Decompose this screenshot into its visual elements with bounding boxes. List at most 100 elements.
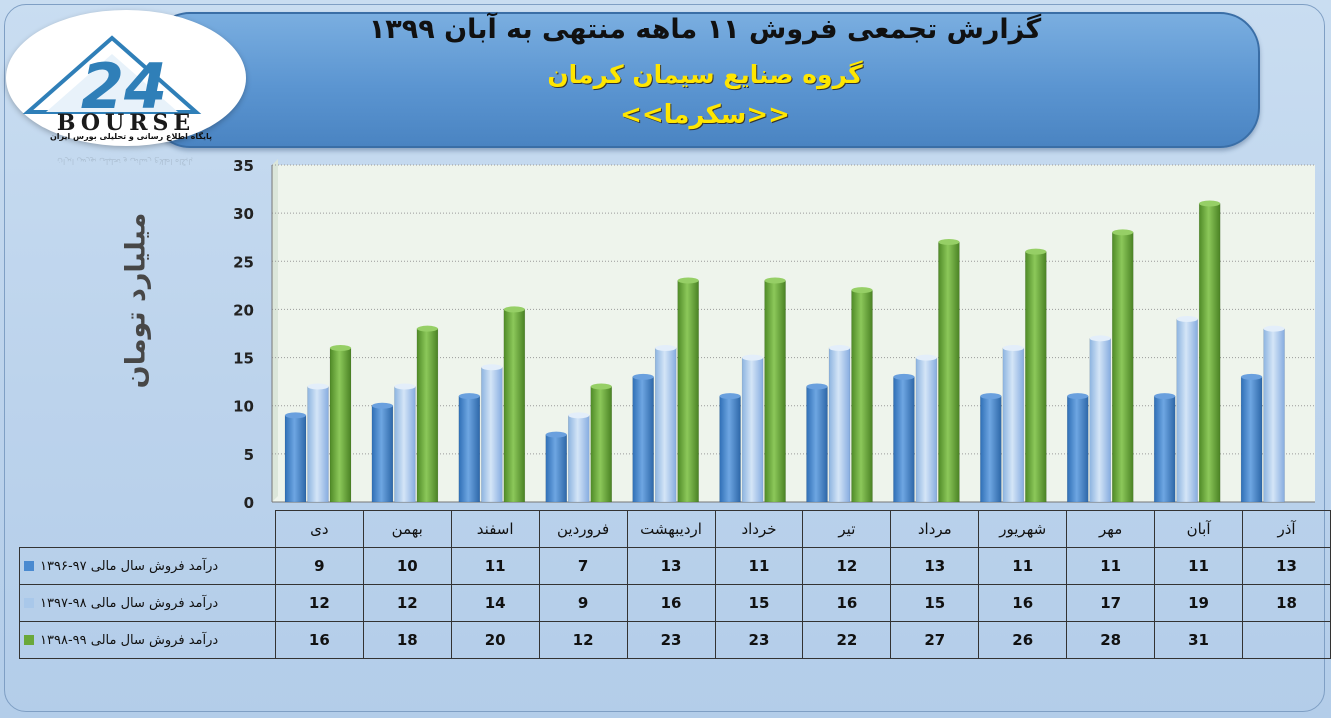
bar-top-series1 — [719, 393, 741, 400]
bar-series1 — [1153, 395, 1176, 503]
value-cell: 16 — [274, 621, 364, 659]
bar-top-series3 — [764, 277, 786, 284]
value-cell: 11 — [1066, 547, 1156, 585]
value-cell: 20 — [450, 621, 540, 659]
value-cell: 12 — [802, 547, 892, 585]
bar-series1 — [719, 395, 741, 503]
bar-series3 — [416, 328, 439, 503]
bar-top-series3 — [1112, 229, 1134, 236]
bar-series2 — [828, 347, 851, 503]
bar-series3 — [503, 309, 526, 503]
bar-series3 — [1198, 203, 1221, 503]
table-row: درآمد فروش سال مالی ۹۷-۱۳۹۶ 9 10 11 7 13 11 12 1… — [19, 547, 1331, 585]
data-table: دی بهمن اسفند فروردین اردیبهشت خرداد تیر مرداد ش… — [19, 510, 1331, 659]
value-cell: 11 — [978, 547, 1068, 585]
bar-series2 — [915, 357, 938, 503]
value-cell: 16 — [802, 584, 892, 622]
bar-series1 — [893, 376, 915, 503]
bar-series2 — [394, 386, 416, 503]
month-label: شهریور — [978, 510, 1068, 548]
bar-top-series2 — [1176, 316, 1198, 323]
value-cell: 18 — [1242, 584, 1331, 622]
bar-series1 — [1240, 376, 1263, 503]
value-cell: 17 — [1066, 584, 1156, 622]
bar-top-series2 — [655, 344, 677, 351]
value-cell: 27 — [890, 621, 980, 659]
bar-top-series2 — [915, 354, 937, 361]
y-tick-label: 0 — [244, 494, 254, 512]
bar-series2 — [1176, 318, 1198, 503]
y-tick-label: 30 — [233, 205, 254, 223]
bar-top-series1 — [458, 393, 480, 400]
bar-top-series1 — [806, 383, 828, 390]
value-cell: 14 — [450, 584, 540, 622]
value-cell: 16 — [626, 584, 716, 622]
month-label: آذر — [1242, 510, 1331, 548]
series-label: درآمد فروش سال مالی ۹۸-۱۳۹۷ — [19, 584, 276, 622]
month-label: اردیبهشت — [626, 510, 716, 548]
plot-side-wall — [272, 159, 278, 502]
title-banner — [150, 12, 1260, 148]
bar-series2 — [1089, 338, 1111, 503]
month-label: آبان — [1154, 510, 1243, 548]
value-cell: 11 — [1154, 547, 1243, 585]
value-cell: 9 — [274, 547, 364, 585]
bar-top-series1 — [1154, 393, 1176, 400]
value-cell: 22 — [802, 621, 892, 659]
bar-series2 — [1002, 347, 1025, 503]
bar-series2 — [1263, 328, 1285, 503]
bar-series2 — [654, 347, 677, 503]
table-row: درآمد فروش سال مالی ۹۸-۱۳۹۷ 12 12 14 9 16 15 16… — [19, 584, 1331, 622]
value-cell: 9 — [538, 584, 628, 622]
bar-series2 — [741, 357, 764, 503]
value-cell: 7 — [538, 547, 628, 585]
bar-top-series1 — [893, 373, 915, 380]
bar-top-series2 — [1263, 325, 1285, 332]
bar-series1 — [371, 405, 394, 503]
bar-top-series2 — [568, 412, 590, 419]
value-cell: 13 — [626, 547, 716, 585]
bar-top-series1 — [1241, 373, 1263, 380]
y-tick-label: 25 — [233, 253, 254, 271]
chart-frame — [4, 4, 1325, 712]
bar-top-series2 — [829, 344, 850, 351]
value-cell — [1242, 621, 1331, 659]
y-tick-label: 10 — [233, 398, 254, 416]
bar-top-series2 — [742, 354, 764, 361]
series-label: درآمد فروش سال مالی ۹۷-۱۳۹۶ — [19, 547, 276, 585]
value-cell: 16 — [978, 584, 1068, 622]
month-label: بهمن — [362, 510, 452, 548]
table-header-row: دی بهمن اسفند فروردین اردیبهشت خرداد تیر مرداد ش… — [20, 510, 1331, 548]
bar-top-series2 — [1089, 335, 1111, 342]
value-cell: 28 — [1066, 621, 1156, 659]
value-cell: 12 — [362, 584, 452, 622]
bar-series3 — [1025, 251, 1047, 503]
value-cell: 13 — [890, 547, 980, 585]
month-label: دی — [274, 510, 364, 548]
bar-top-series2 — [1002, 344, 1024, 351]
company-name: گروه صنایع سیمان کرمان — [547, 60, 863, 89]
value-cell: 11 — [450, 547, 540, 585]
month-label: فروردین — [538, 510, 628, 548]
value-cell: 13 — [1242, 547, 1331, 585]
value-cell: 15 — [890, 584, 980, 622]
series-name: درآمد فروش سال مالی ۹۹-۱۳۹۸ — [40, 632, 219, 648]
legend-key — [24, 597, 34, 608]
bar-top-series1 — [285, 412, 306, 419]
value-cell: 31 — [1154, 621, 1243, 659]
bar-top-series3 — [503, 306, 525, 313]
logo-brand: BOURSE — [57, 110, 195, 136]
y-tick-label: 35 — [233, 157, 254, 175]
bar-top-series2 — [394, 383, 416, 390]
bar-series2 — [481, 366, 503, 503]
table-corner — [20, 511, 276, 548]
y-tick-label: 20 — [233, 301, 254, 319]
bar-top-series1 — [980, 393, 1002, 400]
value-cell: 11 — [714, 547, 804, 585]
logo-tagline: پایگاه اطلاع رسانی و تحلیلی بورس ایران — [49, 132, 213, 141]
value-cell: 12 — [274, 584, 364, 622]
bar-top-series2 — [481, 364, 503, 371]
bar-series2 — [568, 415, 590, 503]
bar-series3 — [764, 280, 786, 503]
series-name: درآمد فروش سال مالی ۹۸-۱۳۹۷ — [40, 595, 219, 611]
